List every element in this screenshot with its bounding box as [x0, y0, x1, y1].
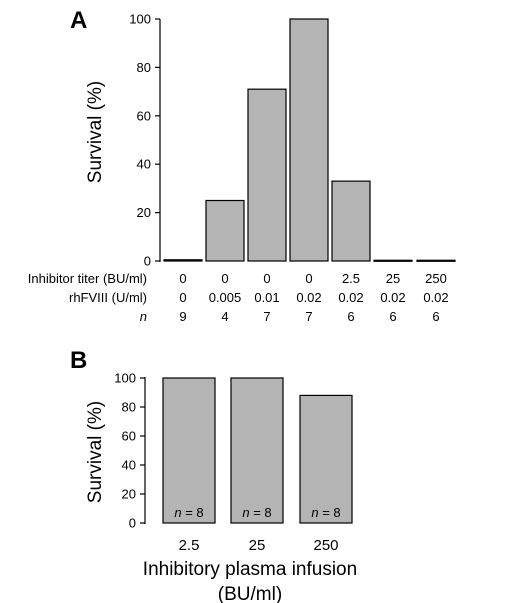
panel-a-y-tick-label: 40: [137, 157, 151, 172]
panel-a-row-value: 0.02: [423, 290, 448, 305]
panel-a-row-value: 0.02: [338, 290, 363, 305]
panel-b-x-category-label: 25: [249, 537, 266, 554]
panel-a-row-value: 7: [263, 309, 270, 324]
panel-a-row-value: 6: [432, 309, 439, 324]
panel-b-bar-label: n = 8: [311, 505, 340, 520]
panel-a-row-label: rhFVIII (U/ml): [69, 290, 147, 305]
panel-b-bar: [230, 377, 284, 524]
panel-a-bar: [331, 180, 371, 262]
panel-a-y-tick-label: 80: [137, 60, 151, 75]
panel-a-row-label: n: [140, 309, 147, 324]
panel-b-x-axis-title-line2: (BU/ml): [218, 584, 282, 603]
panel-a-bar: [163, 259, 203, 262]
panel-a-row-value: 7: [305, 309, 312, 324]
panel-b-x-categories: 2.5 25 250: [179, 537, 339, 554]
panel-b-y-tick-label: 0: [129, 516, 136, 531]
panel-b-y-tick-label: 20: [122, 487, 136, 502]
panel-b-y-ticks: 0 20 40 60 80 100: [114, 371, 145, 531]
panel-a-bar: [373, 259, 413, 262]
panel-b-letter: B: [70, 347, 87, 374]
panel-a-row-value: 0: [263, 271, 270, 286]
panel-a-row-value: 2.5: [342, 271, 360, 286]
panel-a-row-value: 25: [386, 271, 400, 286]
panel-a-y-ticks: 0 20 40 60 80 100: [129, 12, 160, 269]
panel-a-bars: [163, 18, 456, 262]
panel-a-y-tick-label: 100: [129, 12, 151, 27]
panel-a-row-value: 0: [221, 271, 228, 286]
panel-b-x-category-label: 2.5: [179, 537, 200, 554]
panel-a-bar: [205, 199, 245, 262]
panel-a-y-axis-title: Survival (%): [85, 81, 106, 183]
panel-b-y-tick-label: 80: [122, 400, 136, 415]
panel-a-row-value: 0.005: [209, 290, 242, 305]
panel-b-bar: [162, 377, 216, 524]
panel-b-bar-label: n = 8: [174, 505, 203, 520]
panel-a-y-tick-label: 60: [137, 108, 151, 123]
panel-a-y-tick-label: 0: [144, 254, 151, 269]
panel-b-y-tick-label: 60: [122, 429, 136, 444]
panel-a-row-value: 6: [389, 309, 396, 324]
panel-b-bar-label: n = 8: [242, 505, 271, 520]
panel-b-bars: n = 8 n = 8 n = 8: [162, 377, 353, 524]
panel-a-row-value: 0.01: [254, 290, 279, 305]
panel-a-bar: [416, 259, 456, 262]
panel-a-bar: [289, 18, 329, 262]
panel-a-row-value: 4: [221, 309, 228, 324]
panel-a-y-tick-label: 20: [137, 205, 151, 220]
panel-b-y-tick-label: 100: [114, 371, 136, 386]
panel-a-row-value: 0.02: [296, 290, 321, 305]
panel-b-bar: [299, 394, 353, 524]
panel-a-row-value: 9: [179, 309, 186, 324]
panel-a-row-value: 0: [179, 271, 186, 286]
panel-b-x-axis-title-line1: Inhibitory plasma infusion: [143, 559, 357, 580]
panel-a-row-value: 0: [305, 271, 312, 286]
panel-a-bar: [247, 88, 287, 262]
panel-b-y-tick-label: 40: [122, 458, 136, 473]
panel-a-row-value: 0.02: [380, 290, 405, 305]
panel-a-letter: A: [70, 7, 87, 34]
panel-a-category-table: Inhibitor titer (BU/ml) 0 0 0 0 2.5 25 250 rhFVI…: [28, 271, 449, 324]
panel-b-y-axis-title: Survival (%): [85, 401, 106, 503]
panel-a-row-value: 0: [179, 290, 186, 305]
panel-a-row-value: 250: [425, 271, 447, 286]
panel-a-row-label: Inhibitor titer (BU/ml): [28, 271, 147, 286]
panel-a-row-value: 6: [347, 309, 354, 324]
panel-b-x-category-label: 250: [313, 537, 338, 554]
